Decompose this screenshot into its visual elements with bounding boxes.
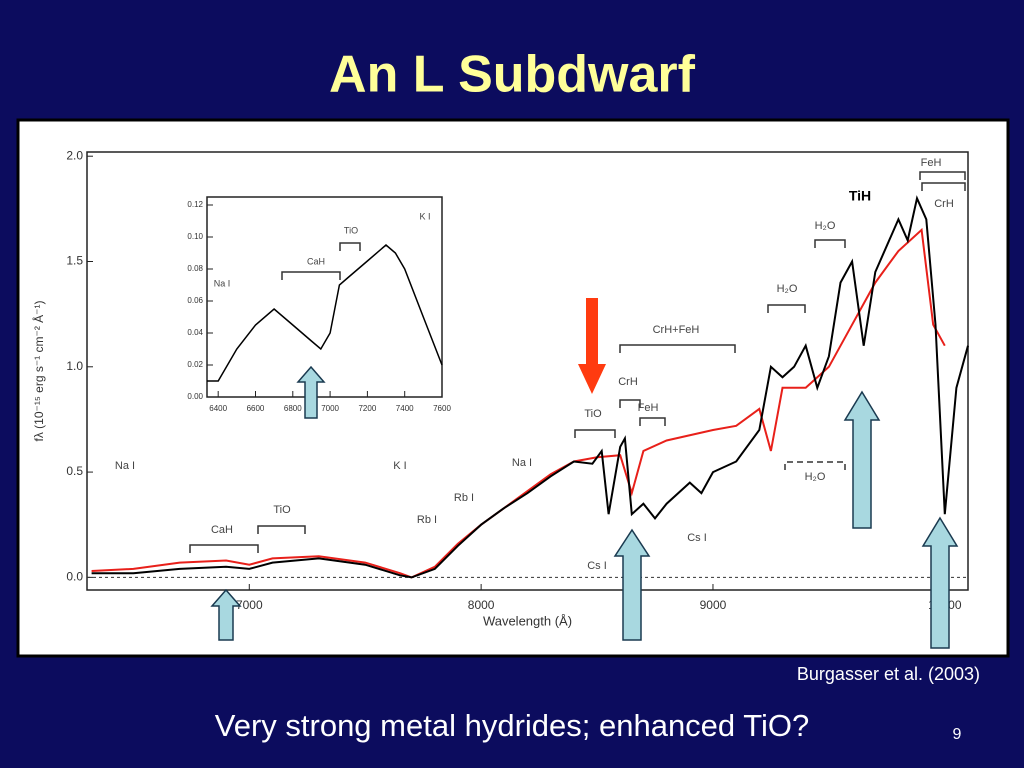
y-tick-label: 2.0	[66, 148, 83, 162]
x-tick-label: 6800	[284, 404, 302, 413]
band-bracket	[639, 417, 666, 426]
annotation: H₂O	[777, 283, 798, 295]
arrow	[843, 390, 881, 529]
annotation: CrH	[934, 198, 954, 210]
y-tick-label: 0.10	[187, 232, 203, 241]
annotation: TiH	[849, 188, 871, 204]
annotation: Na I	[115, 460, 135, 472]
x-tick-label: 9000	[700, 598, 727, 612]
y-axis-label: fλ (10⁻¹⁵ erg s⁻¹ cm⁻² Å⁻¹)	[31, 301, 46, 442]
annotation: K I	[419, 211, 430, 221]
annotation: FeH	[638, 402, 659, 414]
band-bracket	[921, 182, 966, 191]
annotation: H₂O	[815, 220, 836, 232]
annotation: CaH	[307, 256, 325, 266]
band-bracket	[574, 429, 616, 438]
plot: 700080009000100000.00.51.01.52.0Waveleng…	[31, 148, 969, 628]
y-tick-label: 0.06	[187, 296, 203, 305]
x-tick-label: 6600	[247, 404, 265, 413]
annotation: FeH	[921, 157, 942, 169]
band-bracket	[281, 271, 341, 280]
y-tick-label: 0.08	[187, 264, 203, 273]
citation: Burgasser et al. (2003)	[797, 664, 980, 684]
slide-title: An L Subdwarf	[329, 46, 696, 104]
y-tick-label: 0.00	[187, 392, 203, 401]
annotation: Rb I	[417, 514, 437, 526]
page-number: 9	[953, 726, 962, 743]
annotation: Na I	[214, 278, 231, 288]
y-tick-label: 0.12	[187, 200, 203, 209]
x-tick-label: 7200	[358, 404, 376, 413]
band-bracket	[814, 239, 846, 248]
annotation: CaH	[211, 524, 233, 536]
arrow	[210, 588, 242, 641]
annotation: Cs I	[687, 532, 707, 544]
annotation: Rb I	[454, 492, 474, 504]
y-tick-label: 1.0	[66, 359, 83, 373]
x-tick-label: 7000	[321, 404, 339, 413]
band-bracket	[619, 399, 641, 408]
band-bracket	[189, 544, 259, 553]
annotation: Cs I	[587, 560, 607, 572]
arrow	[296, 365, 326, 419]
band-bracket	[784, 461, 846, 470]
x-tick-label: 7600	[433, 404, 451, 413]
y-tick-label: 0.02	[187, 360, 203, 369]
band-bracket	[919, 171, 966, 180]
spectrum-line	[91, 195, 969, 579]
y-tick-label: 0.0	[66, 570, 83, 584]
annotation: CrH	[618, 376, 638, 388]
arrow	[613, 528, 651, 641]
red-arrow	[578, 298, 606, 394]
annotation: Na I	[512, 457, 532, 469]
annotation: H₂O	[805, 471, 826, 483]
x-tick-label: 8000	[468, 598, 495, 612]
spectrum-line	[207, 244, 443, 382]
y-tick-label: 1.5	[66, 254, 83, 268]
annotation: CrH+FeH	[653, 324, 700, 336]
annotation: K I	[393, 460, 406, 472]
x-tick-label: 7000	[236, 598, 263, 612]
band-bracket	[619, 344, 736, 353]
y-tick-label: 0.5	[66, 464, 83, 478]
x-axis-label: Wavelength (Å)	[483, 613, 572, 628]
annotation: TiO	[344, 225, 358, 235]
band-bracket	[767, 304, 806, 313]
arrow	[921, 516, 959, 649]
y-tick-label: 0.04	[187, 328, 203, 337]
caption: Very strong metal hydrides; enhanced TiO…	[215, 708, 810, 743]
axes-frame	[206, 196, 443, 398]
annotation: TiO	[584, 408, 602, 420]
annotation: TiO	[273, 504, 291, 516]
x-tick-label: 6400	[209, 404, 227, 413]
arrows	[210, 298, 959, 649]
band-bracket	[257, 525, 306, 534]
x-tick-label: 7400	[396, 404, 414, 413]
band-bracket	[339, 242, 361, 251]
